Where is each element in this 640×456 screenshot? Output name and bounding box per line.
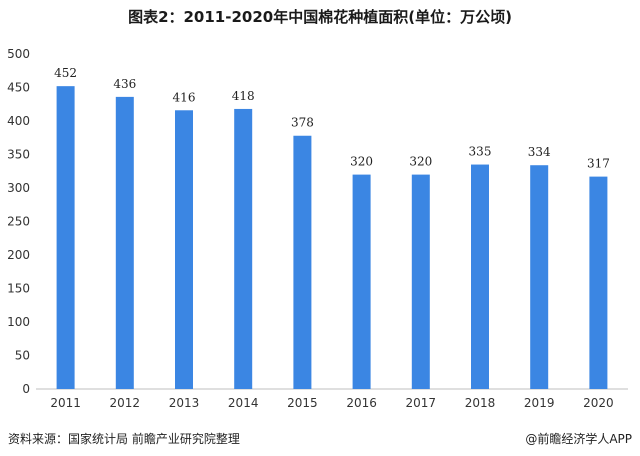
y-tick-label: 450 bbox=[7, 81, 30, 95]
x-tick-label: 2013 bbox=[169, 396, 200, 410]
x-tick-label: 2019 bbox=[524, 396, 555, 410]
x-tick-label: 2017 bbox=[406, 396, 437, 410]
x-tick-label: 2018 bbox=[465, 396, 496, 410]
bar bbox=[471, 164, 489, 389]
bar bbox=[56, 86, 75, 389]
credit-note: @前瞻经济学人APP bbox=[525, 432, 632, 446]
data-label: 416 bbox=[173, 90, 196, 104]
x-tick-label: 2015 bbox=[287, 396, 318, 410]
data-label: 317 bbox=[587, 157, 610, 171]
bar bbox=[530, 165, 549, 389]
bar bbox=[411, 174, 430, 389]
y-tick-label: 0 bbox=[22, 382, 30, 396]
bar bbox=[352, 174, 371, 389]
y-tick-label: 200 bbox=[7, 248, 30, 262]
data-label: 320 bbox=[350, 155, 373, 169]
chart-title: 图表2：2011-2020年中国棉花种植面积(单位：万公顷) bbox=[128, 8, 512, 26]
x-tick-label: 2014 bbox=[228, 396, 259, 410]
bar bbox=[115, 96, 134, 389]
source-note: 资料来源：国家统计局 前瞻产业研究院整理 bbox=[8, 432, 240, 446]
x-tick-label: 2016 bbox=[346, 396, 377, 410]
y-tick-label: 100 bbox=[7, 315, 30, 329]
x-tick-label: 2020 bbox=[583, 396, 614, 410]
bar bbox=[293, 135, 312, 389]
y-tick-label: 150 bbox=[7, 282, 30, 296]
y-tick-label: 350 bbox=[7, 148, 30, 162]
data-label: 418 bbox=[232, 89, 255, 103]
y-tick-label: 250 bbox=[7, 215, 30, 229]
y-tick-label: 50 bbox=[15, 349, 30, 363]
y-tick-label: 400 bbox=[7, 114, 30, 128]
bar bbox=[175, 110, 193, 389]
x-tick-label: 2012 bbox=[110, 396, 141, 410]
bar bbox=[234, 108, 253, 389]
data-label: 436 bbox=[113, 77, 136, 91]
data-label: 452 bbox=[54, 66, 77, 80]
data-label: 335 bbox=[469, 145, 492, 159]
bar bbox=[589, 176, 608, 389]
data-label: 334 bbox=[528, 145, 551, 159]
data-label: 320 bbox=[409, 155, 432, 169]
data-label: 378 bbox=[291, 116, 314, 130]
y-tick-label: 500 bbox=[7, 47, 30, 61]
y-tick-label: 300 bbox=[7, 181, 30, 195]
x-tick-label: 2011 bbox=[50, 396, 81, 410]
